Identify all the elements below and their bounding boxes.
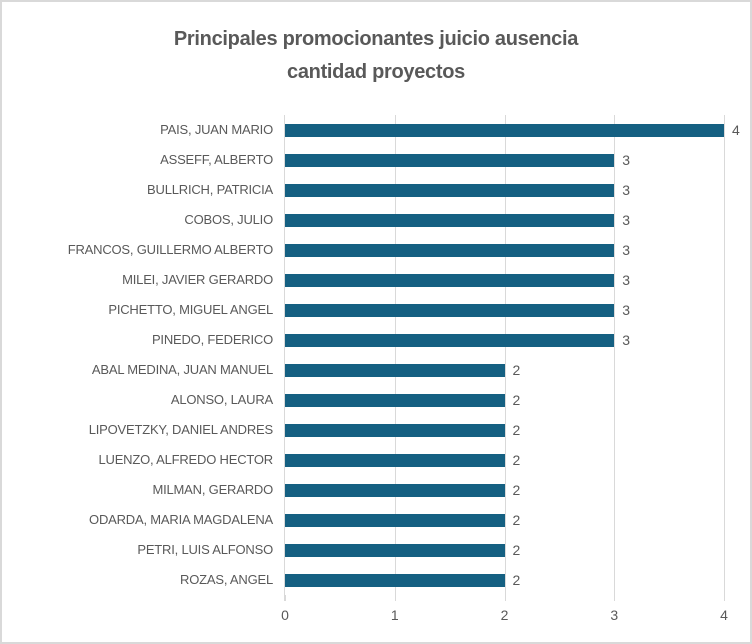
bar[interactable]: [285, 573, 505, 587]
data-label: 3: [622, 242, 631, 258]
category-label: LIPOVETZKY, DANIEL ANDRES: [88, 422, 273, 437]
bar[interactable]: [285, 513, 505, 527]
axis-tick-mark: [394, 595, 396, 601]
category-label: PICHETTO, MIGUEL ANGEL: [108, 302, 273, 317]
category-label: PETRI, LUIS ALFONSO: [137, 542, 273, 557]
data-label: 3: [622, 302, 631, 318]
category-label: MILEI, JAVIER GERARDO: [122, 272, 273, 287]
data-label: 2: [512, 572, 521, 588]
category-label: BULLRICH, PATRICIA: [147, 182, 273, 197]
gridline: [394, 115, 396, 595]
x-axis-tick-label: 3: [610, 607, 619, 623]
axis-tick-mark: [285, 595, 286, 601]
axis-tick-mark: [504, 595, 506, 601]
data-label: 2: [512, 542, 521, 558]
category-axis-line: [284, 115, 285, 601]
bar[interactable]: [285, 363, 505, 377]
bar[interactable]: [285, 483, 505, 497]
data-label: 3: [622, 152, 631, 168]
gridline: [504, 115, 506, 595]
bar[interactable]: [285, 123, 724, 137]
data-label: 3: [622, 182, 631, 198]
category-label: ODARDA, MARIA MAGDALENA: [89, 512, 273, 527]
x-axis-tick-label: 1: [390, 607, 399, 623]
data-label: 4: [732, 122, 740, 138]
data-label: 3: [622, 332, 631, 348]
data-label: 2: [512, 512, 521, 528]
category-label: ROZAS, ANGEL: [180, 572, 273, 587]
chart-title-line-1: Principales promocionantes juicio ausenc…: [173, 28, 579, 50]
axis-tick-mark: [614, 595, 616, 601]
x-axis-tick-label: 2: [500, 607, 509, 623]
category-label: COBOS, JULIO: [184, 212, 273, 227]
gridline: [614, 115, 616, 595]
axis-tick-mark: [724, 595, 725, 601]
bar[interactable]: [285, 333, 615, 347]
data-label: 2: [512, 392, 521, 408]
data-label: 2: [512, 422, 521, 438]
category-label: PAIS, JUAN MARIO: [160, 122, 273, 137]
data-label: 3: [622, 212, 631, 228]
category-label: PINEDO, FEDERICO: [151, 332, 273, 347]
bar[interactable]: [285, 273, 615, 287]
category-label: LUENZO, ALFREDO HECTOR: [98, 452, 273, 467]
bar[interactable]: [285, 393, 505, 407]
category-label: ALONSO, LAURA: [170, 392, 273, 407]
data-label: 2: [512, 482, 521, 498]
bar[interactable]: [285, 213, 615, 227]
category-label: MILMAN, GERARDO: [152, 482, 273, 497]
bar[interactable]: [285, 543, 505, 557]
chart-title: Principales promocionantes juicio ausenc…: [2, 23, 750, 89]
bar[interactable]: [285, 243, 615, 257]
data-label: 2: [512, 362, 521, 378]
data-label: 3: [622, 272, 631, 288]
bar[interactable]: [285, 453, 505, 467]
x-axis-tick-label: 4: [720, 607, 728, 623]
category-label: FRANCOS, GUILLERMO ALBERTO: [67, 242, 273, 257]
category-label: ABAL MEDINA, JUAN MANUEL: [91, 362, 273, 377]
category-label: ASSEFF, ALBERTO: [160, 152, 273, 167]
x-axis-tick-label: 0: [281, 607, 289, 623]
data-label: 2: [512, 452, 521, 468]
bar[interactable]: [285, 423, 505, 437]
chart-title-line-2: cantidad proyectos: [287, 61, 465, 83]
bar[interactable]: [285, 183, 615, 197]
bar[interactable]: [285, 303, 615, 317]
bar[interactable]: [285, 153, 615, 167]
gridline: [724, 115, 725, 595]
